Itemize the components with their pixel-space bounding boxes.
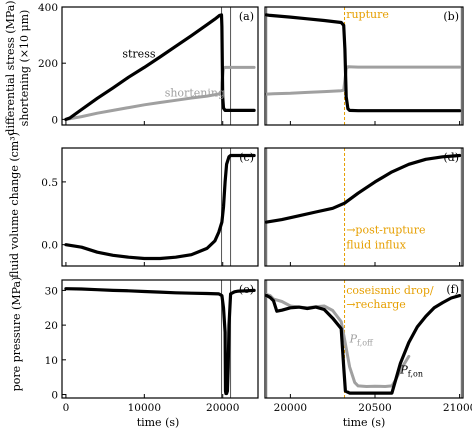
axes-frame-c: [61, 147, 259, 267]
panel-f: 20000 20500 21000 (f) coseismic drop/→rechar…: [264, 279, 472, 414]
axes-frame-d: [264, 147, 464, 267]
axes-frame-f: [264, 279, 464, 399]
plot-area-f: [265, 293, 462, 395]
ylabel-shortening: shortening (×10 μm): [18, 10, 31, 127]
ytick-label-a-1: 200: [38, 58, 58, 70]
series-line-d-0: [265, 153, 462, 224]
annotation-d-0: →post-rupture: [346, 223, 425, 236]
ytick-label-a-2: 400: [38, 2, 58, 14]
xtick-label-f-1: 20500: [358, 402, 391, 414]
ylabel-pore-pressure: pore pressure (MPa): [10, 277, 23, 392]
ytick-label-e-0: 0: [51, 390, 58, 402]
panel-label-e: (e): [239, 283, 254, 296]
panel-label-f: (f): [446, 283, 459, 296]
series-line-b-0: [265, 13, 462, 113]
axes-frame-a: [61, 6, 259, 126]
series-line-b-1: [265, 65, 462, 96]
annotation-f-0: coseismic drop/: [346, 284, 434, 297]
xtick-label-e-1: 10000: [128, 402, 161, 414]
xtick-label-f-2: 21000: [443, 402, 472, 414]
xlabel-left: time (s): [137, 416, 180, 429]
panel-label-c: (c): [239, 151, 254, 164]
ytick-label-e-3: 30: [45, 285, 58, 297]
series-line-f-1: [265, 294, 462, 395]
axes-frame-b: [264, 6, 464, 126]
xtick-label-f-0: 20000: [274, 402, 307, 414]
plot-area-b: [265, 13, 462, 113]
xtick-label-e-2: 20000: [206, 402, 239, 414]
plot-area-c: [64, 153, 256, 261]
series-line-c-0: [64, 153, 256, 261]
panel-label-d: (d): [443, 151, 459, 164]
plot-area-d: [265, 153, 462, 224]
panel-b: (b) rupture: [264, 6, 464, 126]
ytick-label-e-2: 20: [45, 320, 58, 332]
ylabel-stress: differential stress (MPa): [4, 0, 17, 135]
panel-d: (d) →post-rupture fluid influx: [264, 147, 464, 267]
series-line-e-0: [64, 287, 256, 396]
annotation-b-0: rupture: [346, 8, 389, 21]
ytick-label-c-0: 0.0: [41, 240, 58, 252]
panel-c: 0.0 0.5 (c): [41, 147, 259, 267]
panel-a: 0 200 400 (a) stress shortening: [38, 2, 259, 126]
annotation-f-3: Pf,on: [399, 364, 423, 379]
xtick-label-e-0: 0: [63, 402, 70, 414]
annotation-a-1: shortening: [165, 86, 225, 99]
xlabel-right: time (s): [343, 416, 386, 429]
panel-label-a: (a): [239, 10, 254, 23]
panel-label-b: (b): [443, 10, 459, 23]
panel-e: 0 10 20 30 0 10000 20000 (e): [45, 279, 259, 414]
ylabel-fluid-volume: fluid volume change (cm³): [8, 132, 21, 278]
ytick-label-e-1: 10: [45, 355, 58, 367]
plot-area-a: [64, 13, 256, 122]
ytick-label-a-0: 0: [51, 114, 58, 126]
series-line-a-1: [64, 65, 256, 121]
annotation-d-1: fluid influx: [346, 238, 407, 251]
annotation-a-0: stress: [122, 48, 155, 61]
axes-frame-e: [61, 279, 259, 399]
series-line-a-0: [64, 13, 256, 122]
annotation-f-2: Pf,off: [349, 332, 374, 347]
plot-area-e: [64, 287, 256, 396]
ytick-label-c-1: 0.5: [41, 177, 58, 189]
annotation-f-1: →recharge: [346, 298, 406, 311]
